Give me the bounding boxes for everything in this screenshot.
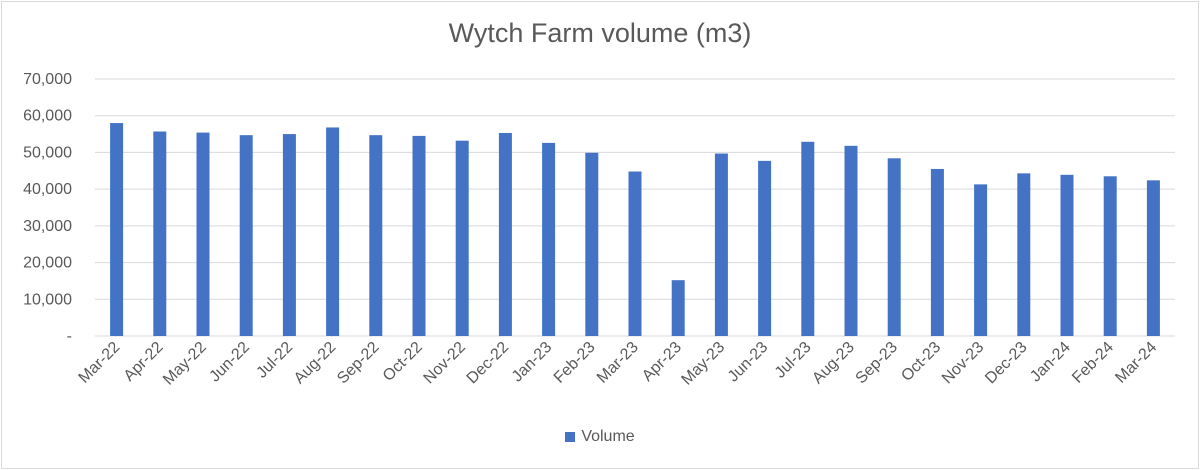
x-tick-label: Jan-23 bbox=[509, 339, 556, 386]
x-tick-label: Aug-23 bbox=[809, 339, 858, 388]
y-tick-label: 10,000 bbox=[23, 291, 72, 308]
bar-oct-23 bbox=[930, 168, 944, 336]
bar-apr-22 bbox=[153, 131, 167, 336]
x-tick-label: Mar-23 bbox=[594, 339, 642, 387]
y-tick-label: - bbox=[67, 328, 72, 345]
x-tick-label: Mar-24 bbox=[1112, 339, 1160, 387]
x-tick-label: Jun-22 bbox=[206, 339, 253, 386]
y-axis-ticks: - 10,000 20,000 30,000 40,000 50,000 60,000 70,… bbox=[23, 71, 72, 345]
x-tick-label: Dec-22 bbox=[464, 339, 513, 388]
x-tick-label: Sep-22 bbox=[334, 339, 383, 388]
bar-jul-22 bbox=[282, 134, 296, 336]
bars bbox=[110, 123, 1160, 336]
bar-mar-23 bbox=[628, 171, 642, 336]
legend-swatch-volume bbox=[565, 432, 576, 442]
bar-oct-22 bbox=[412, 135, 426, 336]
legend: Volume bbox=[0, 428, 1200, 446]
x-tick-label: Feb-24 bbox=[1069, 339, 1117, 387]
y-tick-label: 50,000 bbox=[23, 144, 72, 161]
bar-jul-23 bbox=[801, 141, 815, 336]
x-tick-label: May-22 bbox=[160, 339, 210, 389]
x-tick-label: Oct-22 bbox=[380, 339, 426, 385]
x-tick-label: Jan-24 bbox=[1027, 339, 1074, 386]
bar-mar-24 bbox=[1146, 180, 1160, 336]
x-tick-label: Apr-23 bbox=[639, 339, 685, 385]
y-tick-label: 70,000 bbox=[23, 71, 72, 88]
x-tick-label: May-23 bbox=[678, 339, 728, 389]
bar-dec-22 bbox=[498, 132, 512, 336]
y-tick-label: 20,000 bbox=[23, 255, 72, 272]
bar-jan-24 bbox=[1060, 174, 1074, 336]
bar-mar-22 bbox=[110, 123, 124, 336]
bar-jan-23 bbox=[542, 142, 556, 336]
bar-sep-22 bbox=[369, 135, 383, 336]
bar-jun-22 bbox=[239, 135, 253, 336]
x-tick-label: Oct-23 bbox=[898, 339, 944, 385]
bar-feb-24 bbox=[1103, 176, 1117, 336]
bar-apr-23 bbox=[671, 280, 685, 336]
x-tick-label: Sep-23 bbox=[853, 339, 902, 388]
bar-sep-23 bbox=[887, 158, 901, 336]
bar-may-22 bbox=[196, 132, 210, 336]
bar-nov-22 bbox=[455, 140, 469, 336]
bar-dec-23 bbox=[1017, 173, 1031, 336]
y-tick-label: 40,000 bbox=[23, 181, 72, 198]
y-tick-label: 60,000 bbox=[23, 108, 72, 125]
bar-feb-23 bbox=[585, 152, 599, 336]
x-tick-label: Apr-22 bbox=[121, 339, 167, 385]
x-tick-label: Mar-22 bbox=[76, 339, 124, 387]
bar-may-23 bbox=[714, 153, 728, 336]
chart-title: Wytch Farm volume (m3) bbox=[448, 18, 752, 48]
x-tick-label: Dec-23 bbox=[982, 339, 1031, 388]
x-tick-label: Nov-22 bbox=[421, 339, 470, 388]
y-tick-label: 30,000 bbox=[23, 218, 72, 235]
bar-aug-22 bbox=[326, 127, 340, 336]
x-tick-label: Jun-23 bbox=[725, 339, 772, 386]
x-tick-label: Nov-23 bbox=[939, 339, 988, 388]
legend-label-volume: Volume bbox=[581, 428, 635, 445]
bar-aug-23 bbox=[844, 145, 858, 336]
bar-jun-23 bbox=[758, 160, 772, 336]
x-tick-label: Feb-23 bbox=[551, 339, 599, 387]
bar-nov-23 bbox=[974, 184, 988, 336]
x-tick-label: Aug-22 bbox=[291, 339, 340, 388]
